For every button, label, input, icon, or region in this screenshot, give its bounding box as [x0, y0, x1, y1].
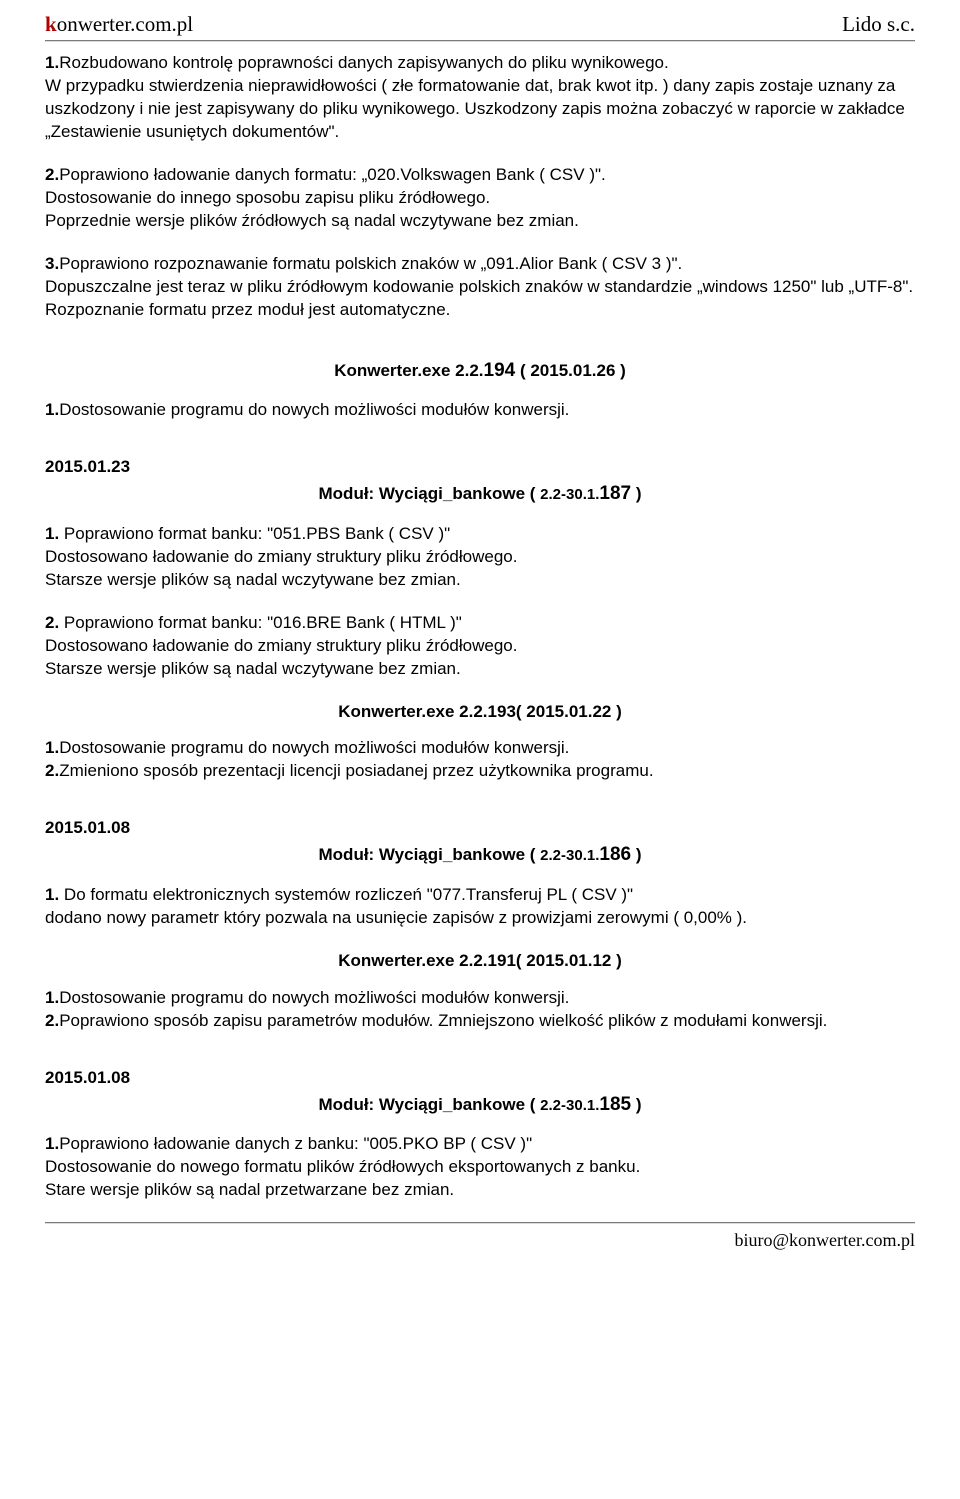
module-post: ) [631, 845, 641, 864]
footer-rule [45, 1222, 915, 1224]
footer-email: biuro@konwerter.com.pl [45, 1228, 915, 1252]
item-text: Poprawiono ładowanie danych z banku: "00… [59, 1134, 532, 1153]
item-detail: Rozpoznanie formatu przez moduł jest aut… [45, 299, 915, 322]
item-detail: dodano nowy parametr który pozwala na us… [45, 907, 915, 930]
module-post: ) [631, 1095, 641, 1114]
item-line: 1.Dostosowanie programu do nowych możliw… [45, 399, 915, 422]
item-number: 2. [45, 613, 59, 632]
changelog-item: 2. Poprawiono format banku: "016.BRE Ban… [45, 612, 915, 681]
item-text: Poprawiono ładowanie danych formatu: „02… [59, 165, 606, 184]
module-pre: Moduł: Wyciągi_bankowe ( [319, 845, 541, 864]
item-line: 2.Poprawiono sposób zapisu parametrów mo… [45, 1010, 915, 1033]
changelog-list: 1.Dostosowanie programu do nowych możliw… [45, 987, 915, 1033]
module-pre: Moduł: Wyciągi_bankowe ( [319, 484, 541, 503]
item-detail: Dostosowano ładowanie do zmiany struktur… [45, 546, 915, 569]
site-rest: onwerter.com.pl [57, 12, 193, 36]
document-page: konwerter.com.pl Lido s.c. 1.Rozbudowano… [0, 0, 960, 1282]
site-prefix: k [45, 12, 57, 36]
item-number: 2. [45, 165, 59, 184]
heading-pre: Konwerter.exe 2.2. [334, 361, 483, 380]
item-detail: Starsze wersje plików są nadal wczytywan… [45, 569, 915, 592]
item-detail: Dopuszczalne jest teraz w pliku źródłowy… [45, 276, 915, 299]
module-num: 187 [599, 483, 631, 504]
item-number: 2. [45, 761, 59, 780]
page-header: konwerter.com.pl Lido s.c. [45, 10, 915, 38]
heading-num: 194 [484, 360, 516, 381]
item-number: 2. [45, 1011, 59, 1030]
item-line: 1.Poprawiono ładowanie danych z banku: "… [45, 1133, 915, 1156]
version-heading-193: Konwerter.exe 2.2.193( 2015.01.22 ) [45, 701, 915, 724]
section-date: 2015.01.23 [45, 456, 915, 479]
changelog-item-1: 1.Rozbudowano kontrolę poprawności danyc… [45, 52, 915, 144]
item-text: Dostosowanie programu do nowych możliwoś… [59, 400, 569, 419]
changelog-item: 1. Do formatu elektronicznych systemów r… [45, 884, 915, 930]
item-line: 1. Poprawiono format banku: "051.PBS Ban… [45, 523, 915, 546]
item-text: Rozbudowano kontrolę poprawności danych … [59, 53, 669, 72]
item-number: 1. [45, 738, 59, 757]
changelog-item-3: 3.Poprawiono rozpoznawanie formatu polsk… [45, 253, 915, 322]
heading-post: ( 2015.01.26 ) [515, 361, 626, 380]
item-line: 1.Dostosowanie programu do nowych możliw… [45, 737, 915, 760]
company-name: Lido s.c. [842, 10, 915, 38]
item-number: 1. [45, 524, 59, 543]
module-heading-186: Moduł: Wyciągi_bankowe ( 2.2-30.1.186 ) [45, 842, 915, 868]
module-pre: Moduł: Wyciągi_bankowe ( [319, 1095, 541, 1114]
version-heading-194: Konwerter.exe 2.2.194 ( 2015.01.26 ) [45, 358, 915, 384]
item-detail: Dostosowano ładowanie do zmiany struktur… [45, 635, 915, 658]
module-num: 186 [599, 844, 631, 865]
module-heading-185: Moduł: Wyciągi_bankowe ( 2.2-30.1.185 ) [45, 1092, 915, 1118]
item-number: 3. [45, 254, 59, 273]
item-detail: Dostosowanie do innego sposobu zapisu pl… [45, 187, 915, 210]
changelog-list: 1.Dostosowanie programu do nowych możliw… [45, 737, 915, 783]
section-date: 2015.01.08 [45, 1067, 915, 1090]
item-detail: Poprzednie wersje plików źródłowych są n… [45, 210, 915, 233]
item-text: Poprawiono format banku: "051.PBS Bank (… [59, 524, 450, 543]
module-mid: 2.2-30.1. [540, 486, 599, 503]
changelog-item: 1. Poprawiono format banku: "051.PBS Ban… [45, 523, 915, 592]
module-post: ) [631, 484, 641, 503]
item-text: Dostosowanie programu do nowych możliwoś… [59, 988, 569, 1007]
module-mid: 2.2-30.1. [540, 847, 599, 864]
item-line: 1.Rozbudowano kontrolę poprawności danyc… [45, 52, 915, 75]
version-heading-191: Konwerter.exe 2.2.191( 2015.01.12 ) [45, 950, 915, 973]
module-heading-187: Moduł: Wyciągi_bankowe ( 2.2-30.1.187 ) [45, 481, 915, 507]
item-text: Do formatu elektronicznych systemów rozl… [59, 885, 633, 904]
header-rule [45, 40, 915, 42]
changelog-item-2: 2.Poprawiono ładowanie danych formatu: „… [45, 164, 915, 233]
module-mid: 2.2-30.1. [540, 1097, 599, 1114]
item-detail: Stare wersje plików są nadal przetwarzan… [45, 1179, 915, 1202]
item-line: 1. Do formatu elektronicznych systemów r… [45, 884, 915, 907]
module-num: 185 [599, 1094, 631, 1115]
changelog-item: 1.Dostosowanie programu do nowych możliw… [45, 399, 915, 422]
item-text: Dostosowanie programu do nowych możliwoś… [59, 738, 569, 757]
item-detail: Starsze wersje plików są nadal wczytywan… [45, 658, 915, 681]
section-date: 2015.01.08 [45, 817, 915, 840]
item-line: 3.Poprawiono rozpoznawanie formatu polsk… [45, 253, 915, 276]
changelog-item: 1.Poprawiono ładowanie danych z banku: "… [45, 1133, 915, 1202]
item-number: 1. [45, 988, 59, 1007]
item-text: Poprawiono rozpoznawanie formatu polskic… [59, 254, 682, 273]
item-text: Zmieniono sposób prezentacji licencji po… [59, 761, 653, 780]
item-text: Poprawiono format banku: "016.BRE Bank (… [59, 613, 462, 632]
item-line: 2. Poprawiono format banku: "016.BRE Ban… [45, 612, 915, 635]
item-detail: Dostosowanie do nowego formatu plików źr… [45, 1156, 915, 1179]
item-number: 1. [45, 885, 59, 904]
item-line: 2.Poprawiono ładowanie danych formatu: „… [45, 164, 915, 187]
item-line: 2.Zmieniono sposób prezentacji licencji … [45, 760, 915, 783]
item-number: 1. [45, 400, 59, 419]
item-line: 1.Dostosowanie programu do nowych możliw… [45, 987, 915, 1010]
item-detail: W przypadku stwierdzenia nieprawidłowośc… [45, 75, 915, 144]
item-number: 1. [45, 53, 59, 72]
site-name: konwerter.com.pl [45, 10, 193, 38]
item-number: 1. [45, 1134, 59, 1153]
item-text: Poprawiono sposób zapisu parametrów modu… [59, 1011, 827, 1030]
